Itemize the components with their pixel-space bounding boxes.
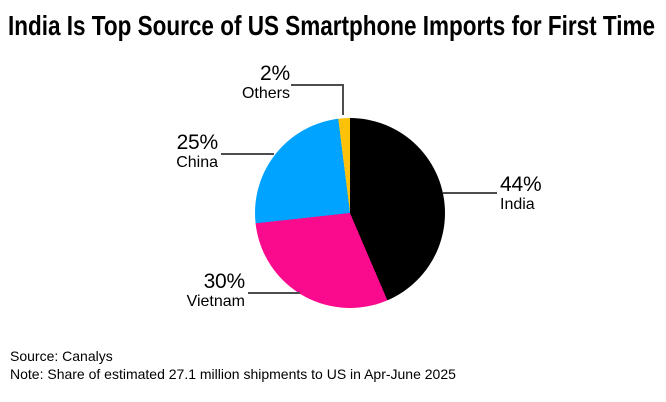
india-percent: 44% <box>500 173 542 196</box>
vietnam-name: Vietnam <box>186 293 245 310</box>
others-name: Others <box>241 85 290 102</box>
chart-title-svg: India Is Top Source of US Smartphone Imp… <box>8 10 655 41</box>
label-others: 2% Others <box>241 62 290 102</box>
china-leader-line <box>221 153 274 155</box>
china-name: China <box>176 154 218 171</box>
india-name: India <box>500 196 535 213</box>
chart-title: India Is Top Source of US Smartphone Imp… <box>8 10 655 41</box>
india-leader-line <box>443 192 497 194</box>
note-text: Note: Share of estimated 27.1 million sh… <box>10 366 456 382</box>
vietnam-leader-line <box>248 292 300 294</box>
label-vietnam: 30% Vietnam <box>186 270 246 310</box>
pie-chart <box>255 118 445 308</box>
others-leader-line-vertical <box>342 84 344 115</box>
china-percent: 25% <box>176 131 219 154</box>
others-percent: 2% <box>260 62 290 85</box>
vietnam-percent: 30% <box>203 270 246 293</box>
label-china: 25% China <box>176 131 219 171</box>
label-india: 44% India <box>500 173 542 213</box>
others-leader-line-horizontal <box>291 84 344 86</box>
chart-footer: Source: Canalys Note: Share of estimated… <box>10 347 456 383</box>
source-text: Source: Canalys <box>10 348 113 364</box>
